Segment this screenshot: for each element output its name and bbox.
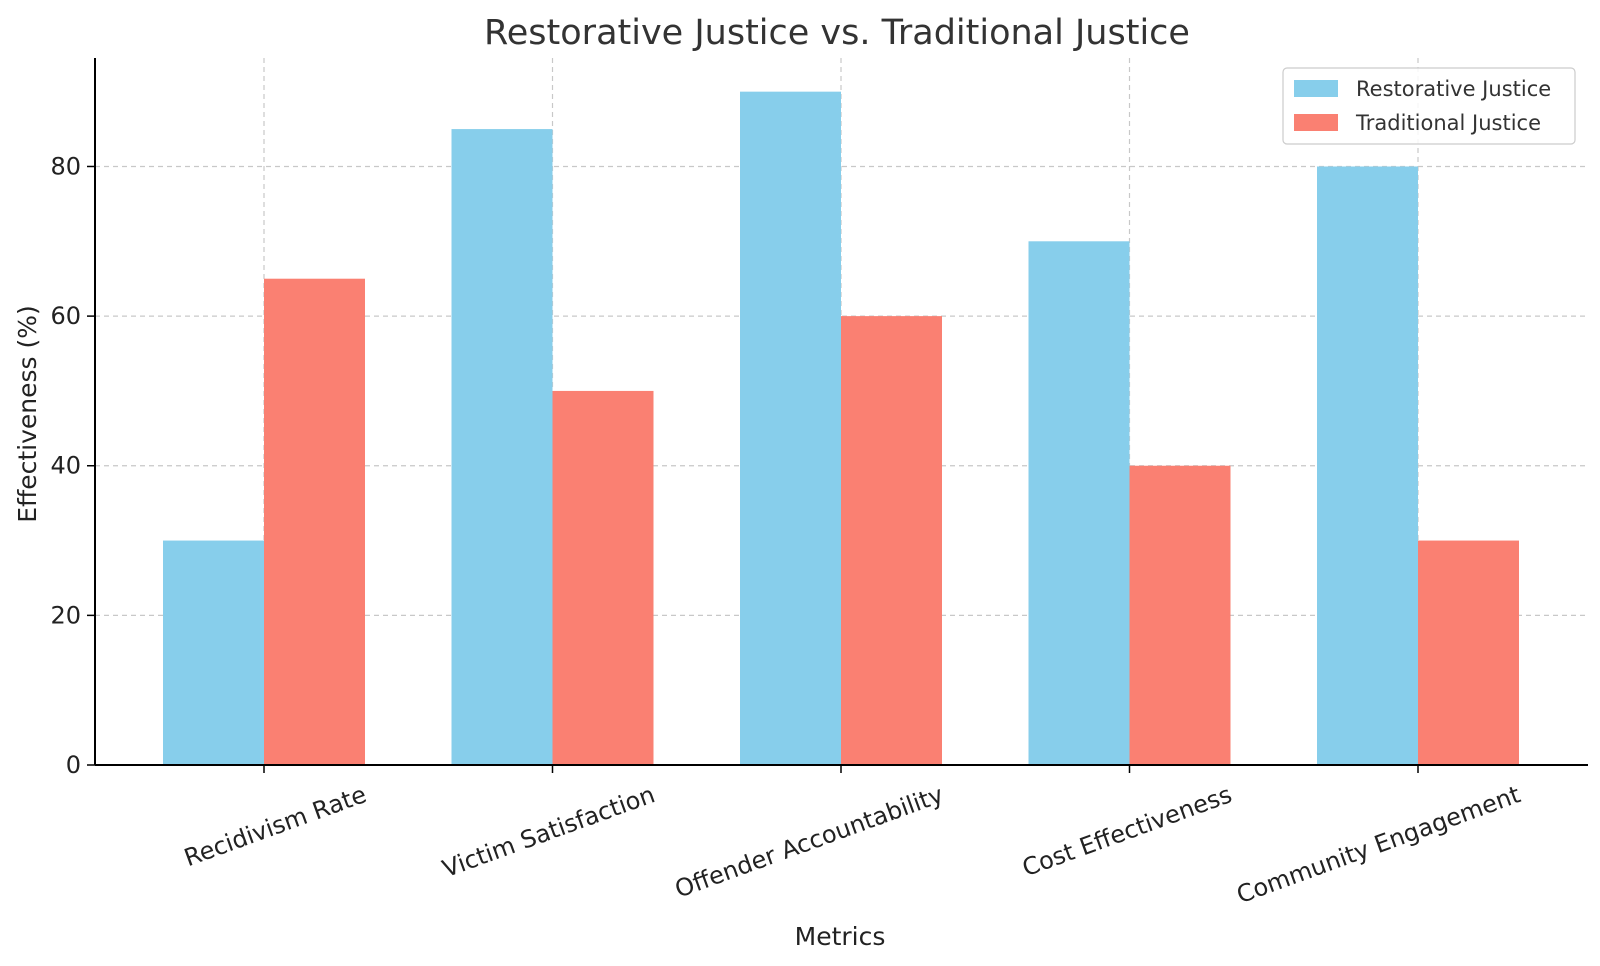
legend: Restorative Justice Traditional Justice — [1282, 67, 1576, 145]
x-tick-label: Offender Accountability — [671, 780, 947, 903]
legend-label-restorative: Restorative Justice — [1356, 77, 1551, 101]
x-tick-label: Community Engagement — [1233, 780, 1524, 909]
bar-restorative-justice — [1317, 166, 1418, 766]
legend-swatch-traditional — [1294, 114, 1338, 131]
legend-frame — [1282, 67, 1576, 145]
y-tick-label: 60 — [50, 302, 81, 330]
bar-traditional-justice — [1129, 465, 1231, 765]
x-tick-label: Victim Satisfaction — [439, 780, 659, 883]
legend-label-traditional: Traditional Justice — [1355, 111, 1541, 135]
bar-traditional-justice — [552, 390, 654, 765]
x-tick-label: Cost Effectiveness — [1019, 780, 1236, 882]
bars — [163, 91, 1519, 766]
bar-traditional-justice — [841, 316, 942, 765]
bar-traditional-justice — [264, 278, 365, 765]
y-tick-label: 0 — [66, 751, 81, 779]
x-tick-label: Recidivism Rate — [180, 780, 370, 872]
bar-restorative-justice — [1028, 241, 1130, 766]
bar-restorative-justice — [451, 129, 553, 765]
bar-restorative-justice — [163, 540, 264, 765]
bar-restorative-justice — [740, 91, 841, 765]
y-tick-label: 40 — [50, 452, 81, 480]
chart-title: Restorative Justice vs. Traditional Just… — [484, 13, 1190, 53]
y-tick-label: 80 — [50, 152, 81, 180]
y-axis-ticks: 0 20 40 60 80 — [50, 152, 95, 779]
x-axis-ticks: Recidivism Rate Victim Satisfaction Offend… — [180, 765, 1524, 909]
y-axis-label: Effectiveness (%) — [13, 305, 42, 523]
legend-swatch-restorative — [1294, 80, 1338, 97]
y-tick-label: 20 — [50, 601, 81, 629]
bar-traditional-justice — [1418, 540, 1519, 765]
x-axis-label: Metrics — [795, 922, 886, 951]
